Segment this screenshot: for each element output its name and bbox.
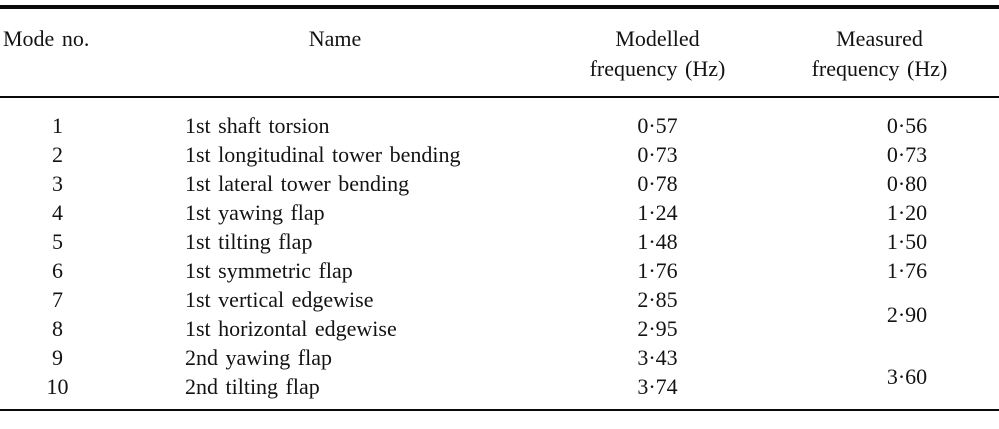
- measured-frequency-cell: 1·20: [886, 200, 928, 225]
- modelled-frequency-cell: 2·85: [637, 287, 678, 312]
- column-header-name-label: Name: [308, 26, 362, 51]
- mode-no-cell: 8: [52, 316, 63, 341]
- modelled-frequency-cell: 3·74: [637, 374, 678, 399]
- name-cell: 1st yawing flap: [185, 200, 325, 225]
- measured-header-line2: frequency (Hz): [811, 56, 948, 81]
- modelled-header-line1: Modelled: [615, 26, 700, 51]
- mode-no-cell: 5: [52, 229, 63, 254]
- table-row: 4 1st yawing flap 1·24 1·20: [0, 198, 999, 227]
- table-row: 3 1st lateral tower bending 0·78 0·80: [0, 169, 999, 198]
- mode-no-cell: 7: [52, 287, 63, 312]
- table-row: 1 1st shaft torsion 0·57 0·56: [0, 97, 999, 140]
- measured-header-line1: Measured: [836, 26, 923, 51]
- measured-frequency-cell: 1·50: [886, 229, 928, 254]
- measured-frequency-cell-merged: 3·60: [886, 363, 928, 389]
- mode-no-cell: 9: [52, 345, 63, 370]
- table-row: 6 1st symmetric flap 1·76 1·76: [0, 256, 999, 285]
- column-header-modelled-frequency: Modelled frequency (Hz): [555, 7, 760, 98]
- mode-no-cell: 6: [52, 258, 63, 283]
- table-row: 2 1st longitudinal tower bending 0·73 0·…: [0, 140, 999, 169]
- column-header-mode-no-label: Mode no.: [3, 26, 90, 51]
- header-row: Mode no. Name Modelled frequency (Hz) Me…: [0, 7, 999, 98]
- modelled-header-line2: frequency (Hz): [589, 56, 726, 81]
- measured-frequency-cell-merged: 2·90: [886, 301, 928, 327]
- name-cell: 1st shaft torsion: [185, 113, 330, 138]
- name-cell: 1st longitudinal tower bending: [185, 142, 461, 167]
- modelled-frequency-cell: 1·48: [637, 229, 678, 254]
- table-row: 10 2nd tilting flap 3·74: [0, 372, 999, 410]
- column-header-mode-no: Mode no.: [0, 7, 115, 98]
- name-cell: 1st vertical edgewise: [185, 287, 374, 312]
- name-cell: 1st lateral tower bending: [185, 171, 410, 196]
- table-row: 8 1st horizontal edgewise 2·95: [0, 314, 999, 343]
- measured-frequency-cell: 0·80: [886, 171, 928, 196]
- table-body: 1 1st shaft torsion 0·57 0·56 2 1st long…: [0, 97, 999, 410]
- modal-frequency-table: Mode no. Name Modelled frequency (Hz) Me…: [0, 5, 999, 411]
- column-header-measured-frequency: Measured frequency (Hz): [760, 7, 999, 98]
- table-row: 9 2nd yawing flap 3·43 3·60: [0, 343, 999, 389]
- modelled-frequency-cell: 1·76: [637, 258, 678, 283]
- mode-no-cell: 2: [52, 142, 63, 167]
- modelled-frequency-cell: 0·57: [637, 113, 678, 138]
- name-cell: 2nd tilting flap: [185, 374, 320, 399]
- modelled-frequency-cell: 0·78: [637, 171, 678, 196]
- table-row: 7 1st vertical edgewise 2·85 2·90: [0, 285, 999, 327]
- measured-frequency-cell: 0·56: [886, 113, 928, 138]
- mode-no-cell: 10: [46, 374, 69, 399]
- modelled-frequency-cell: 0·73: [637, 142, 678, 167]
- name-cell: 1st horizontal edgewise: [185, 316, 397, 341]
- measured-frequency-cell: 1·76: [886, 258, 928, 283]
- column-header-name: Name: [115, 7, 555, 98]
- modelled-frequency-cell: 1·24: [637, 200, 678, 225]
- measured-frequency-cell: 0·73: [886, 142, 928, 167]
- modelled-frequency-cell: 3·43: [637, 345, 678, 370]
- name-cell: 1st symmetric flap: [185, 258, 353, 283]
- name-cell: 2nd yawing flap: [185, 345, 332, 370]
- table-row: 5 1st tilting flap 1·48 1·50: [0, 227, 999, 256]
- name-cell: 1st tilting flap: [185, 229, 313, 254]
- mode-no-cell: 4: [52, 200, 63, 225]
- mode-no-cell: 3: [52, 171, 63, 196]
- table-header: Mode no. Name Modelled frequency (Hz) Me…: [0, 7, 999, 98]
- modelled-frequency-cell: 2·95: [637, 316, 678, 341]
- mode-no-cell: 1: [52, 113, 63, 138]
